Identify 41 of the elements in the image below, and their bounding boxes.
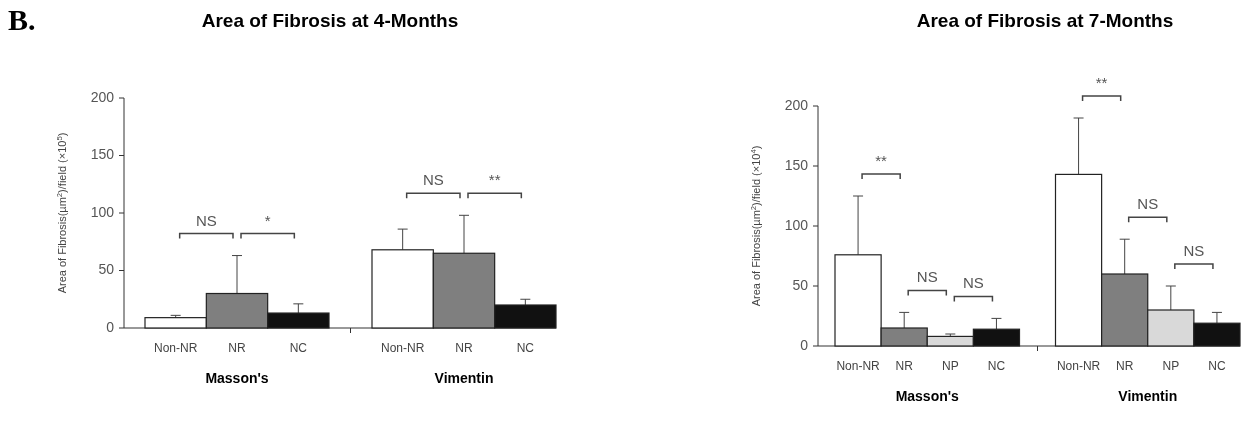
y-tick-label: 50: [98, 261, 115, 278]
x-tick-label: Non-NR: [380, 341, 425, 355]
y-tick-label: 200: [90, 88, 115, 105]
y-tick-label: 0: [800, 336, 809, 353]
x-tick-label: NP: [1162, 359, 1180, 373]
x-tick-label: Non-NR: [153, 341, 198, 355]
annotation: NS: [916, 268, 938, 286]
text: Vimentin: [1118, 388, 1178, 404]
y-tick-label: 150: [90, 146, 115, 163]
text: B.: [8, 3, 36, 36]
x-tick-label: NR: [1116, 359, 1134, 373]
x-tick-label: NR: [228, 341, 246, 355]
x-tick-label: Non-NR: [1056, 359, 1101, 373]
y-tick-label: 200: [784, 96, 809, 113]
chart-title: Area of Fibrosis at 7-Months: [916, 10, 1174, 32]
x-tick-label: NC: [987, 359, 1006, 373]
annotation: NS: [422, 171, 444, 189]
annotation: NS: [1183, 242, 1205, 259]
annotation: **: [875, 152, 888, 169]
text: Vimentin: [434, 370, 494, 386]
text: Masson's: [205, 370, 269, 386]
x-tick-label: NR: [895, 359, 914, 373]
y-tick-label: 100: [90, 203, 115, 220]
x-tick-label: NC: [516, 341, 535, 355]
text: Masson's: [895, 388, 960, 404]
y-tick-label: 50: [792, 276, 809, 293]
text: **: [1095, 74, 1108, 91]
y-tick-label: 100: [784, 216, 809, 233]
annotation: NS: [195, 211, 217, 229]
x-tick-label: NR: [455, 341, 473, 355]
x-tick-label: NP: [941, 359, 959, 373]
x-tick-label: NC: [289, 341, 308, 355]
annotation: NS: [1137, 195, 1159, 213]
chart-title: Area of Fibrosis at 4-Months: [201, 10, 459, 32]
annotation: **: [488, 171, 501, 189]
y-tick-label: 0: [106, 318, 115, 335]
annotation: NS: [962, 274, 984, 292]
x-tick-label: NC: [1208, 359, 1226, 373]
x-tick-label: Non-NR: [836, 359, 881, 373]
annotation: *: [264, 211, 271, 229]
y-tick-label: 150: [784, 156, 809, 173]
